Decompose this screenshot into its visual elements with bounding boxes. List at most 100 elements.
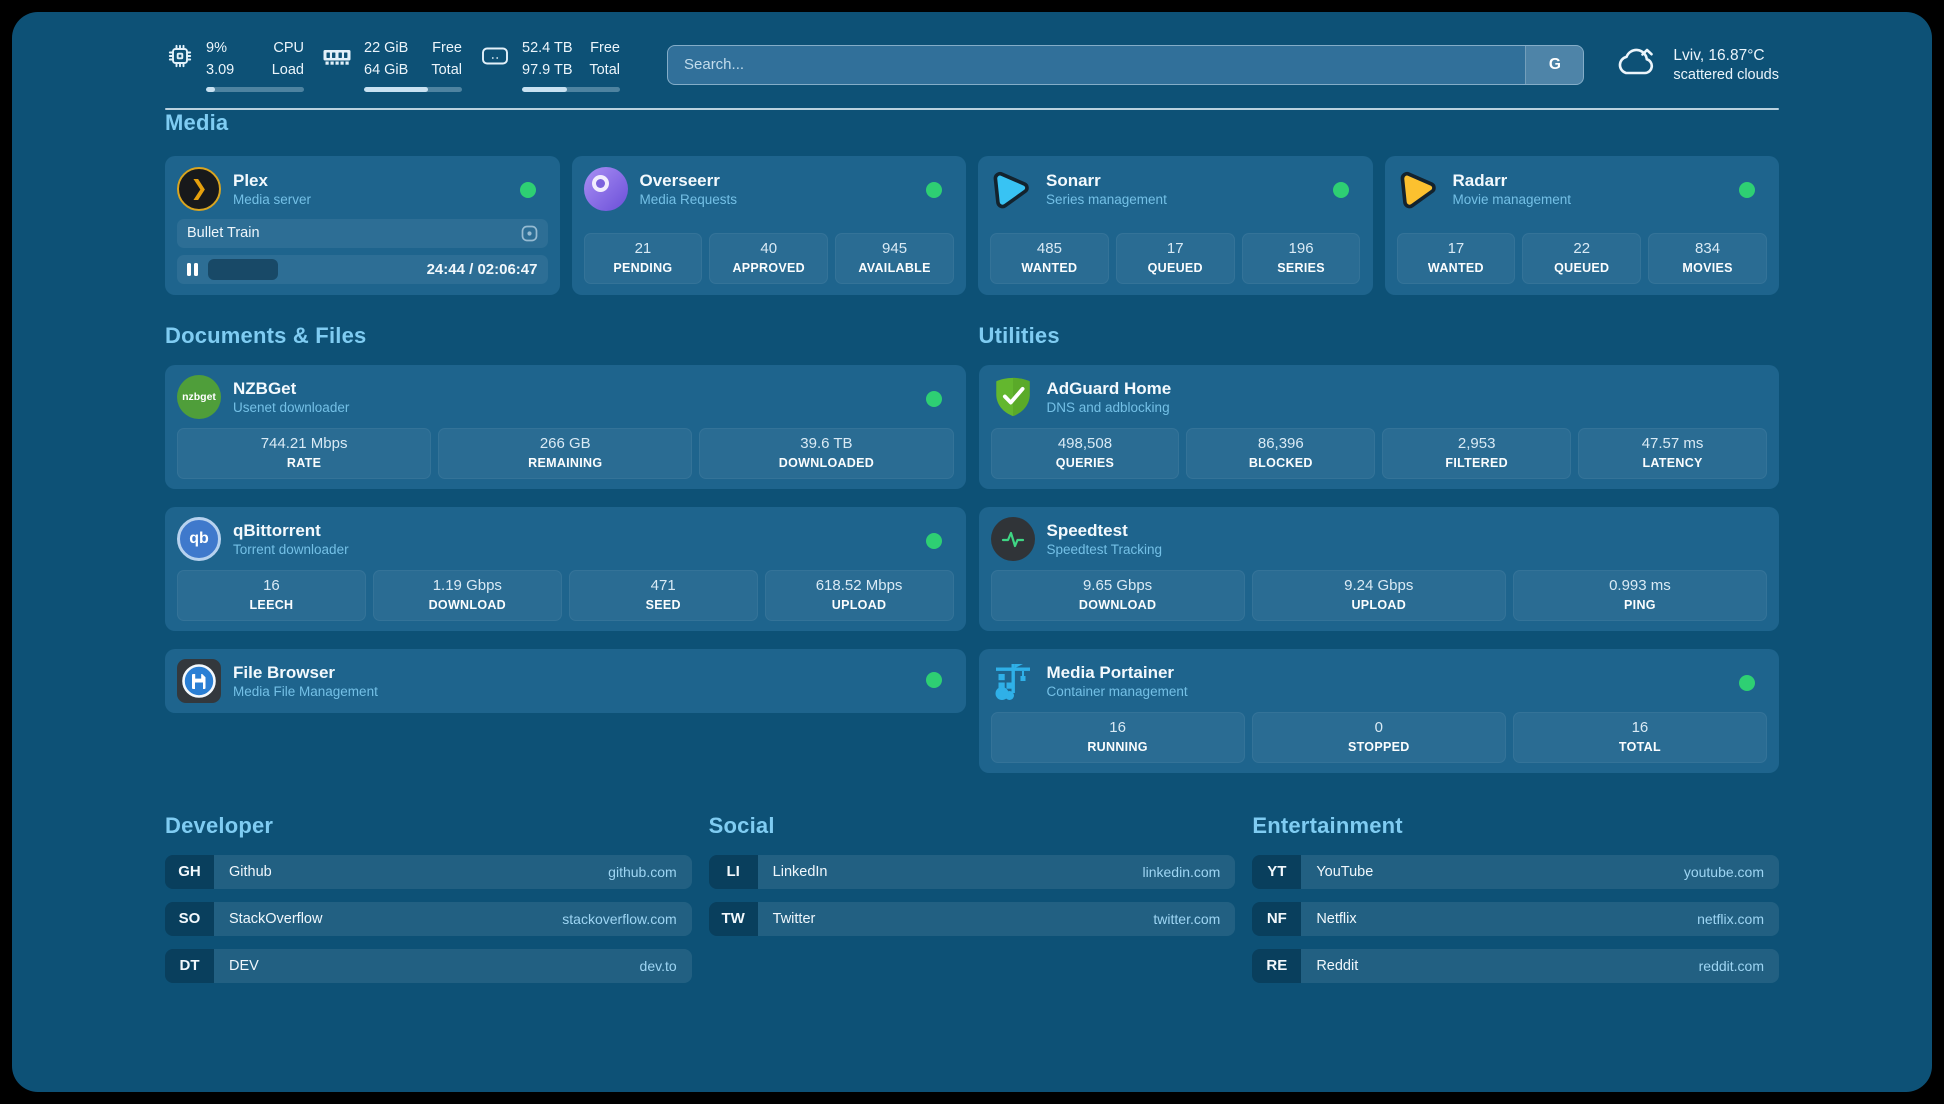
media-grid: ❯ Plex Media server Bullet Train 24:44 /… <box>165 155 1779 295</box>
section-title-documents: Documents & Files <box>165 322 367 348</box>
stat-box: 0 STOPPED <box>1251 711 1506 763</box>
card-subtitle: Media Requests <box>639 192 738 208</box>
nzbget-logo-text: nzbget <box>182 390 216 403</box>
card-title: Overseerr <box>639 170 720 190</box>
card-filebrowser[interactable]: File Browser Media File Management <box>165 648 966 713</box>
speedtest-logo <box>990 516 1035 561</box>
playback-row: 24:44 / 02:06:47 <box>177 254 548 284</box>
link-row-dev[interactable]: DT DEV dev.to <box>165 948 692 983</box>
topbar-divider <box>165 107 1779 110</box>
link-url: linkedin.com <box>1142 863 1221 880</box>
status-dot <box>1739 181 1755 198</box>
memory-progress-bar <box>364 86 462 92</box>
link-name: DEV <box>229 957 259 974</box>
ram-icon <box>321 38 353 76</box>
qbittorrent-logo: qb <box>177 516 221 561</box>
link-name: Netflix <box>1316 910 1357 927</box>
card-speedtest[interactable]: Speedtest Speedtest Tracking 9.65 Gbps DO… <box>978 506 1779 631</box>
card-title: Radarr <box>1452 170 1508 190</box>
link-url: stackoverflow.com <box>562 910 677 927</box>
link-row-youtube[interactable]: YT YouTube youtube.com <box>1252 854 1779 889</box>
stat-box: 9.65 Gbps DOWNLOAD <box>990 569 1245 621</box>
stat-box: 196 SERIES <box>1241 232 1361 284</box>
card-overseerr[interactable]: Overseerr Media Requests 21 PENDING 40 APP… <box>571 155 966 295</box>
disk-labels: Free Total <box>589 40 620 78</box>
card-radarr[interactable]: Radarr Movie management 17 WANTED 22 QUEUE… <box>1384 155 1779 295</box>
stat-box: 2,953 FILTERED <box>1382 427 1572 479</box>
status-dot <box>519 181 536 198</box>
link-abbr: NF <box>1252 901 1302 936</box>
stat-box: 16 RUNNING <box>990 711 1245 763</box>
stat-box: 945 AVAILABLE <box>835 232 954 284</box>
memory-stat: 22 GiB 64 GiB Free Total <box>321 38 462 92</box>
stat-box: 21 PENDING <box>583 232 703 284</box>
card-qbittorrent[interactable]: qb qBittorrent Torrent downloader 16 LEEC… <box>165 506 966 631</box>
link-url: twitter.com <box>1153 910 1221 927</box>
link-row-stackoverflow[interactable]: SO StackOverflow stackoverflow.com <box>165 901 692 936</box>
section-title-utilities: Utilities <box>978 322 1060 348</box>
link-abbr: TW <box>708 901 758 936</box>
card-adguard[interactable]: AdGuard Home DNS and adblocking 498,508 Q… <box>978 364 1779 489</box>
card-subtitle: Usenet downloader <box>233 400 350 416</box>
dashboard: 9% 3.09 CPU Load 22 GiB 64 GiB Free Total 52… <box>12 12 1932 1092</box>
stat-box: 618.52 Mbps UPLOAD <box>764 569 954 621</box>
card-subtitle: Media File Management <box>233 684 378 700</box>
status-dot <box>926 181 942 198</box>
card-subtitle: Movie management <box>1452 192 1572 208</box>
disk-progress-fill <box>522 86 568 92</box>
stat-box: 471 SEED <box>568 569 758 621</box>
filebrowser-logo <box>177 658 221 703</box>
plex-logo: ❯ <box>177 166 221 211</box>
stat-box: 40 APPROVED <box>709 232 829 284</box>
topbar: 9% 3.09 CPU Load 22 GiB 64 GiB Free Total 52… <box>165 38 1779 92</box>
link-row-reddit[interactable]: RE Reddit reddit.com <box>1252 948 1779 983</box>
link-abbr: RE <box>1252 948 1302 983</box>
link-name: LinkedIn <box>772 863 828 880</box>
cpu-progress-fill <box>206 86 215 92</box>
link-name: Reddit <box>1316 957 1359 974</box>
documents-column: Documents & Files nzbget NZBGet Usenet d… <box>165 323 966 773</box>
link-row-netflix[interactable]: NF Netflix netflix.com <box>1252 901 1779 936</box>
adguard-logo <box>991 375 1035 419</box>
plex-logo-glyph: ❯ <box>190 177 208 200</box>
link-url: netflix.com <box>1697 910 1764 927</box>
stat-box: 498,508 QUERIES <box>990 427 1180 479</box>
card-subtitle: Series management <box>1046 192 1167 208</box>
stat-box: 17 QUEUED <box>1115 232 1235 284</box>
social-section: Social LI LinkedIn linkedin.com TW Twitte… <box>708 813 1236 936</box>
search-provider-button[interactable]: G <box>1525 45 1584 84</box>
section-title-entertainment: Entertainment <box>1252 812 1403 838</box>
card-subtitle: Media server <box>233 192 312 208</box>
link-row-twitter[interactable]: TW Twitter twitter.com <box>708 901 1236 936</box>
card-title: Sonarr <box>1046 170 1101 190</box>
section-title-developer: Developer <box>165 812 274 838</box>
now-playing-row: Bullet Train <box>177 218 548 248</box>
now-playing-icon <box>521 225 538 242</box>
card-subtitle: Torrent downloader <box>233 542 349 558</box>
card-plex[interactable]: ❯ Plex Media server Bullet Train 24:44 /… <box>165 155 560 295</box>
card-title: AdGuard Home <box>1046 378 1172 398</box>
weather-widget: Lviv, 16.87°C scattered clouds <box>1614 44 1779 85</box>
card-title: NZBGet <box>233 378 297 398</box>
playback-progress <box>207 258 278 280</box>
link-row-linkedin[interactable]: LI LinkedIn linkedin.com <box>708 854 1236 889</box>
disk-progress-bar <box>522 86 620 92</box>
card-portainer[interactable]: Media Portainer Container management 16 R… <box>978 648 1779 773</box>
stat-box: 16 LEECH <box>177 569 366 621</box>
link-url: youtube.com <box>1683 863 1764 880</box>
disk-stat: 52.4 TB 97.9 TB Free Total <box>479 38 620 92</box>
playback-time: 24:44 / 02:06:47 <box>426 260 538 278</box>
stat-box: 485 WANTED <box>990 232 1109 284</box>
card-title: qBittorrent <box>233 520 321 540</box>
search-input[interactable] <box>668 45 1526 84</box>
qbittorrent-logo-text: qb <box>189 529 209 547</box>
link-row-github[interactable]: GH Github github.com <box>165 854 692 889</box>
weather-location: Lviv, 16.87°C <box>1673 46 1765 64</box>
cpu-values: 9% 3.09 <box>206 40 235 78</box>
card-sonarr[interactable]: Sonarr Series management 485 WANTED 17 QUE… <box>978 155 1373 295</box>
status-dot <box>925 390 942 407</box>
portainer-logo <box>991 659 1035 703</box>
status-dot <box>1332 181 1349 198</box>
link-url: reddit.com <box>1698 957 1764 974</box>
card-nzbget[interactable]: nzbget NZBGet Usenet downloader 744.21 M… <box>165 364 966 489</box>
